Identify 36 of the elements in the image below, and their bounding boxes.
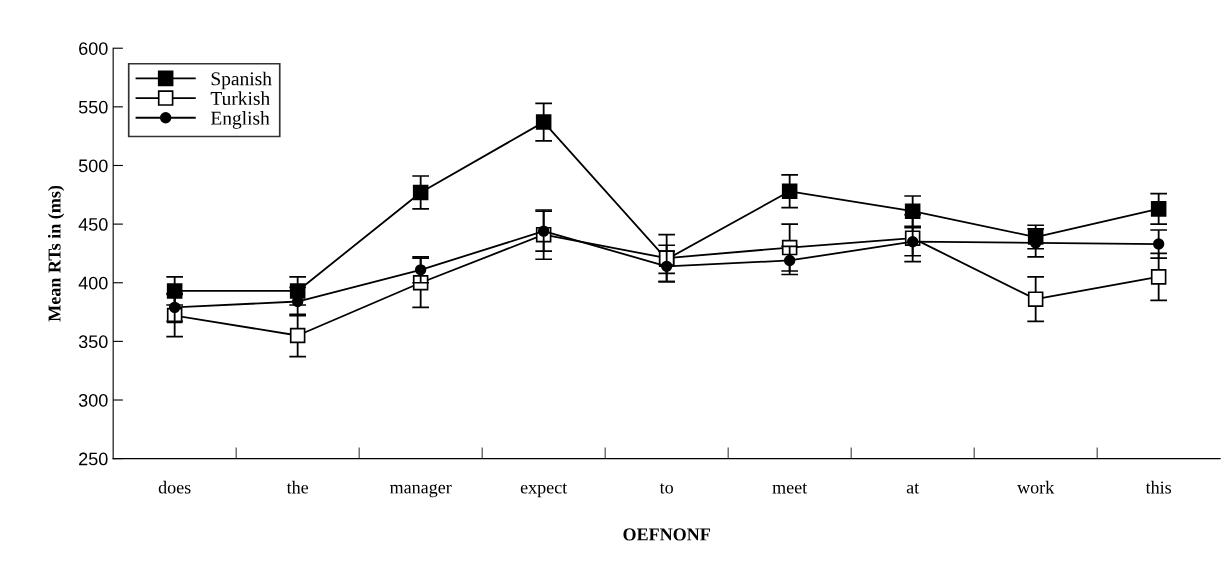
x-tick-label: the (286, 480, 309, 494)
y-tick-label: 500 (78, 159, 108, 173)
x-tick-label: work (1017, 480, 1055, 494)
x-tick-label: at (906, 483, 920, 494)
point (412, 184, 429, 201)
y-axis-title: Mean RTs in (ms) (47, 185, 65, 322)
y-tick-label: 400 (78, 276, 108, 290)
x-tick-label: to (659, 483, 673, 494)
y-tick-label: 550 (78, 100, 108, 114)
x-tick-label: this (1145, 480, 1172, 494)
point (781, 183, 798, 200)
x-tick-label: does (158, 480, 191, 494)
point (1152, 238, 1165, 250)
point (537, 225, 550, 237)
point (1150, 201, 1167, 217)
x-tick-label: manager (389, 484, 452, 498)
point (535, 114, 552, 130)
legend-label: Spanish (211, 71, 272, 90)
point (1150, 269, 1167, 285)
legend-label: Turkish (210, 91, 270, 106)
x-axis-title: OEFNONF (623, 528, 710, 541)
legend-label: English (210, 111, 270, 129)
x-tick-label: meet (772, 483, 808, 494)
y-tick-label: 250 (79, 452, 108, 466)
y-tick-label: 600 (79, 42, 108, 55)
point (414, 264, 427, 276)
point (906, 236, 919, 248)
y-tick-label: 450 (78, 218, 108, 231)
point (783, 254, 796, 267)
point (660, 260, 673, 273)
point (1027, 291, 1044, 307)
point (289, 327, 306, 344)
y-tick-label: 300 (78, 393, 108, 407)
x-tick-label: expect (520, 483, 568, 498)
y-tick-label: 350 (78, 335, 108, 349)
point (168, 301, 181, 314)
